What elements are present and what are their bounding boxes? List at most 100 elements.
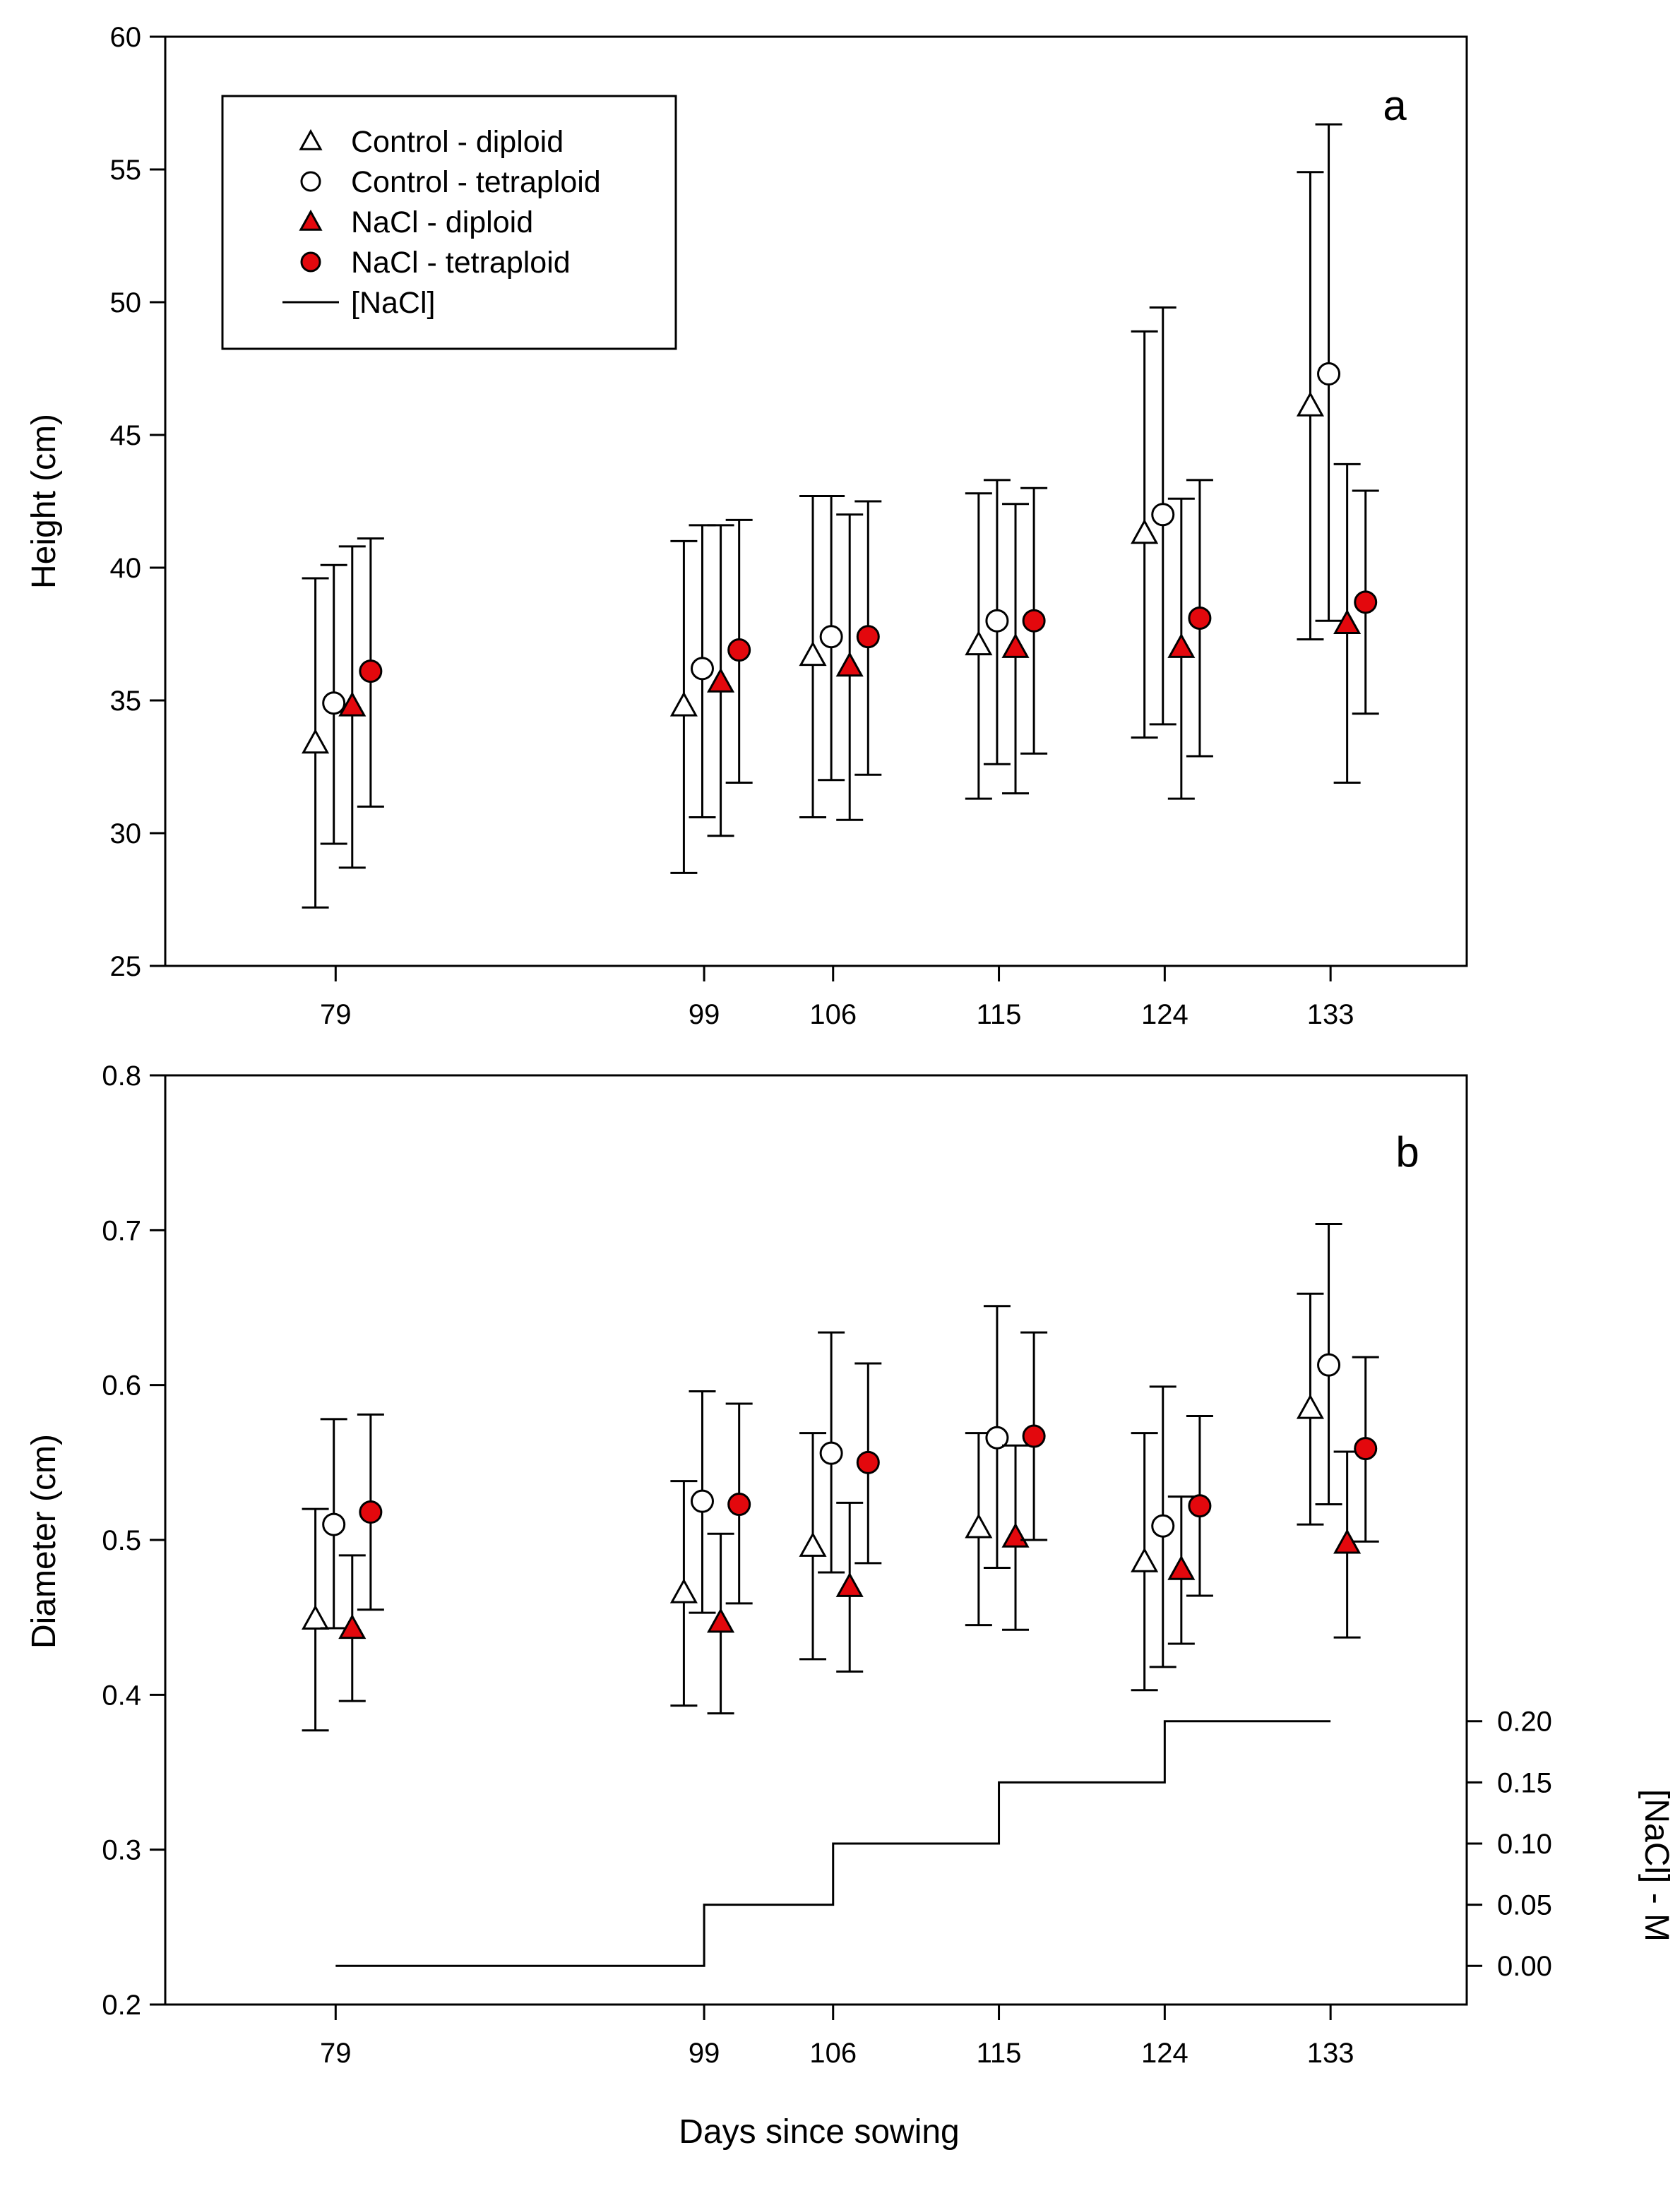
y2-tick-label: 0.05: [1497, 1890, 1552, 1921]
data-point: [727, 638, 751, 662]
legend-item: Control - tetraploid: [300, 165, 601, 199]
data-point: [707, 667, 735, 693]
data-point: [727, 1493, 751, 1517]
y-tick-label: 30: [110, 818, 142, 849]
legend-item: Control - diploid: [299, 125, 564, 159]
legend-item: NaCl - tetraploid: [300, 246, 571, 280]
x-tick-label: 133: [1307, 2038, 1354, 2069]
legend-marker: [299, 209, 323, 231]
data-point: [965, 1513, 993, 1539]
data-point: [359, 1500, 383, 1524]
legend-marker: [300, 251, 321, 273]
panel-a-y-axis-label: Height (cm): [25, 414, 63, 589]
series-control-diploid: [302, 1292, 1325, 1732]
panel-b-secondary-y-axis: 0.00 0.05 0.10 0.15 0.20: [1467, 1707, 1552, 1982]
panel-b-letter: b: [1395, 1128, 1419, 1176]
y-tick-label: 0.5: [102, 1525, 141, 1556]
data-point: [1333, 609, 1362, 635]
series-nacl-tetraploid: [357, 479, 1379, 808]
x-tick-label: 99: [689, 999, 720, 1030]
data-point: [1167, 633, 1196, 658]
panel-a-frame: [164, 35, 1468, 967]
series-control-tetraploid: [320, 123, 1342, 845]
data-point: [1167, 1555, 1196, 1580]
panel-b-data-marks: [302, 1223, 1379, 1732]
data-point: [338, 691, 367, 717]
x-tick-label: 115: [977, 2038, 1022, 2069]
x-axis-label: Days since sowing: [679, 2113, 960, 2151]
data-point: [1188, 1494, 1212, 1518]
y2-tick-label: 0.10: [1497, 1829, 1552, 1860]
series-nacl-tetraploid: [357, 1331, 1379, 1611]
data-point: [856, 625, 880, 649]
panel-a-x-axis: 79 99 106 115 124 133: [320, 966, 1354, 1030]
y-tick-label: 55: [110, 155, 142, 186]
y-tick-label: 60: [110, 22, 142, 53]
data-point: [835, 652, 864, 677]
x-tick-label: 124: [1141, 999, 1188, 1030]
x-tick-label: 79: [320, 2038, 352, 2069]
y-tick-label: 25: [110, 951, 142, 982]
data-point: [1001, 1522, 1030, 1548]
y-tick-label: 0.3: [102, 1835, 141, 1866]
data-point: [1151, 503, 1175, 527]
x-tick-label: 106: [809, 2038, 857, 2069]
y-tick-label: 45: [110, 420, 142, 451]
y2-tick-label: 0.15: [1497, 1767, 1552, 1798]
legend-box: [221, 95, 677, 350]
y-tick-label: 0.6: [102, 1370, 141, 1402]
panel-a-height-chart: 25 30 35 40 45 50 55 60 79 99 106 115 124 133 Height…: [25, 22, 1468, 1030]
panel-a-letter: a: [1383, 82, 1407, 129]
y-tick-label: 0.4: [102, 1680, 141, 1711]
data-point: [1151, 1514, 1175, 1538]
data-point: [707, 1608, 735, 1633]
nacl-step-path: [335, 1720, 1331, 1967]
data-point: [669, 691, 698, 717]
y-tick-label: 0.7: [102, 1215, 141, 1246]
legend-label: NaCl - diploid: [351, 205, 533, 239]
data-point: [1188, 606, 1212, 630]
series-nacl-diploid: [338, 1444, 1362, 1715]
data-point: [1296, 391, 1325, 417]
data-point: [819, 625, 843, 649]
legend-item: NaCl - diploid: [299, 205, 533, 239]
data-point: [819, 1441, 843, 1465]
data-point: [1317, 362, 1341, 386]
series-control-tetraploid: [320, 1223, 1342, 1668]
y2-tick-label: 0.00: [1497, 1951, 1552, 1982]
series-control-diploid: [302, 171, 1325, 909]
x-tick-label: 106: [809, 999, 857, 1030]
panel-a-y-axis: 25 30 35 40 45 50 55 60: [110, 22, 165, 982]
y-tick-label: 0.8: [102, 1061, 141, 1092]
legend-item: [NaCl]: [282, 286, 435, 320]
panel-b-diameter-chart: 0.2 0.3 0.4 0.5 0.6 0.7 0.8 0.00 0.05 0.10 0.15 0.…: [25, 1061, 1675, 2151]
data-point: [835, 1572, 864, 1597]
legend-label: Control - diploid: [351, 125, 564, 159]
data-point: [1317, 1353, 1341, 1377]
data-point: [690, 657, 714, 681]
data-point: [302, 1604, 330, 1630]
y-tick-label: 50: [110, 287, 142, 318]
y-tick-label: 35: [110, 686, 142, 717]
x-tick-label: 124: [1141, 2038, 1188, 2069]
data-point: [799, 1531, 827, 1557]
y-tick-label: 0.2: [102, 1990, 141, 2021]
panel-b-x-axis: 79 99 106 115 124 133: [320, 2005, 1354, 2069]
data-point: [985, 1426, 1009, 1450]
legend-marker: [300, 171, 321, 192]
panel-a-data-marks: [302, 123, 1379, 909]
data-point: [856, 1450, 880, 1474]
panel-b-secondary-y-axis-label: [NaCl] - M: [1638, 1789, 1675, 1942]
panel-b-y-axis: 0.2 0.3 0.4 0.5 0.6 0.7 0.8: [102, 1061, 165, 2021]
x-tick-label: 115: [977, 999, 1022, 1030]
data-point: [669, 1578, 698, 1603]
data-point: [1022, 609, 1046, 633]
y-tick-label: 40: [110, 553, 142, 584]
legend-label: [NaCl]: [351, 286, 435, 320]
series-nacl-diploid: [338, 462, 1362, 869]
data-point: [322, 1512, 346, 1536]
data-point: [1354, 1437, 1378, 1461]
data-point: [1022, 1424, 1046, 1448]
data-point: [690, 1489, 714, 1513]
panel-b-y-axis-label: Diameter (cm): [25, 1434, 63, 1649]
